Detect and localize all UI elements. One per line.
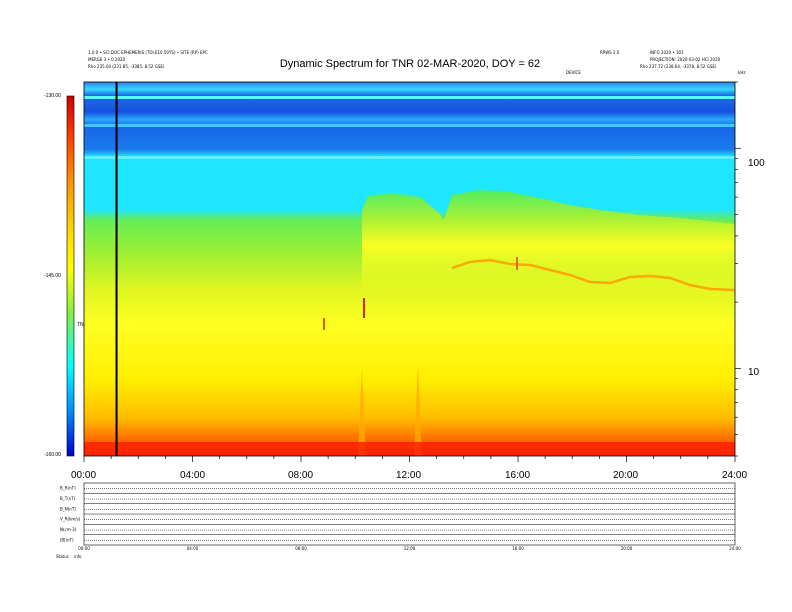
header-corner-small: kHz xyxy=(738,70,746,75)
panel-x-tick-label: 20:00 xyxy=(621,546,633,551)
spectrogram-emission-hump xyxy=(362,190,735,300)
y-tick-label-10: 10 xyxy=(748,367,760,378)
header-center-small-1: RPWS 2.0 xyxy=(600,50,620,55)
x-tick-label-1: 04:00 xyxy=(180,470,206,481)
colorbar-tick-top: -130.00 xyxy=(44,93,61,99)
panel-x-tick-label: 00:00 xyxy=(78,546,90,551)
spectrogram-burst-1 xyxy=(358,368,366,456)
chart-title: Dynamic Spectrum for TNR 02-MAR-2020, DO… xyxy=(279,58,541,70)
header-center-small-2: DEVICE xyxy=(566,70,581,75)
panel-label: B_N(nT) xyxy=(60,506,76,511)
x-tick-label-4: 16:00 xyxy=(505,470,531,481)
header-left-line2: MERGE 3 • 0.2020 xyxy=(88,57,126,62)
colorbar-tick-bottom: -160.00 xyxy=(44,452,61,458)
panel-label: V_R(km/s) xyxy=(60,517,81,522)
panels-x-ticks: 00:00 04:00 08:00 12:00 16:00 20:00 24:00 xyxy=(78,546,741,551)
header-right-line3: Rho 237.72 (238.64, -3378, 8.52 GSE) xyxy=(640,64,717,69)
spectrogram-band-mid xyxy=(84,124,735,127)
spectrogram-emission-ridge xyxy=(451,258,736,292)
x-tick-label-2: 08:00 xyxy=(288,470,314,481)
header-left-line1: 1.0.0 • SCI.DOC EPHEMERIS (TOI.E10.50YS)… xyxy=(88,50,208,55)
spectrogram-band-cyan-line xyxy=(84,156,735,159)
y-tick-label-100: 100 xyxy=(748,158,765,169)
panel-label: B_T(nT) xyxy=(60,496,76,501)
spectrogram-band-bottom xyxy=(84,442,735,456)
x-axis-ticks xyxy=(83,456,736,462)
header-right-line2: PROJECTION: 2020-03-02 HCI 2020 xyxy=(650,57,721,62)
y-axis-ticks xyxy=(735,81,741,457)
header-left-line3: Rho 235.04 (231.85, -3385, 8.52 GSE) xyxy=(88,64,165,69)
panel-x-tick-label: 24:00 xyxy=(729,546,741,551)
colorbar-label: TNR xyxy=(77,322,88,328)
colorbar-tick-mid: -145.00 xyxy=(44,273,61,279)
panel-x-tick-label: 16:00 xyxy=(512,546,524,551)
x-tick-label-6: 24:00 xyxy=(722,470,748,481)
panel-x-tick-label: 12:00 xyxy=(404,546,416,551)
colorbar-frame xyxy=(66,95,75,457)
header-right-line1: INFO 2020 • 301 xyxy=(650,50,684,55)
spectrogram-band-top xyxy=(84,96,735,99)
x-tick-label-0: 00:00 xyxy=(71,470,97,481)
panel-label: |B|(nT) xyxy=(60,537,74,542)
panel-x-tick-label: 08:00 xyxy=(295,546,307,551)
x-tick-label-5: 20:00 xyxy=(613,470,639,481)
panel-x-tick-label: 04:00 xyxy=(187,546,199,551)
spectrogram-burst-2 xyxy=(414,366,422,456)
colorbar xyxy=(67,96,74,456)
x-tick-label-3: 12:00 xyxy=(396,470,422,481)
data-panels: B_R(nT) B_T(nT) B_N(nT) V_R(km/s) N(cm-3) |B|… xyxy=(60,486,735,542)
panels-bottom-label-2: info xyxy=(74,554,82,559)
panel-label: N(cm-3) xyxy=(60,527,77,532)
panel-label: B_R(nT) xyxy=(60,486,76,491)
panels-bottom-label: Status xyxy=(56,554,69,559)
